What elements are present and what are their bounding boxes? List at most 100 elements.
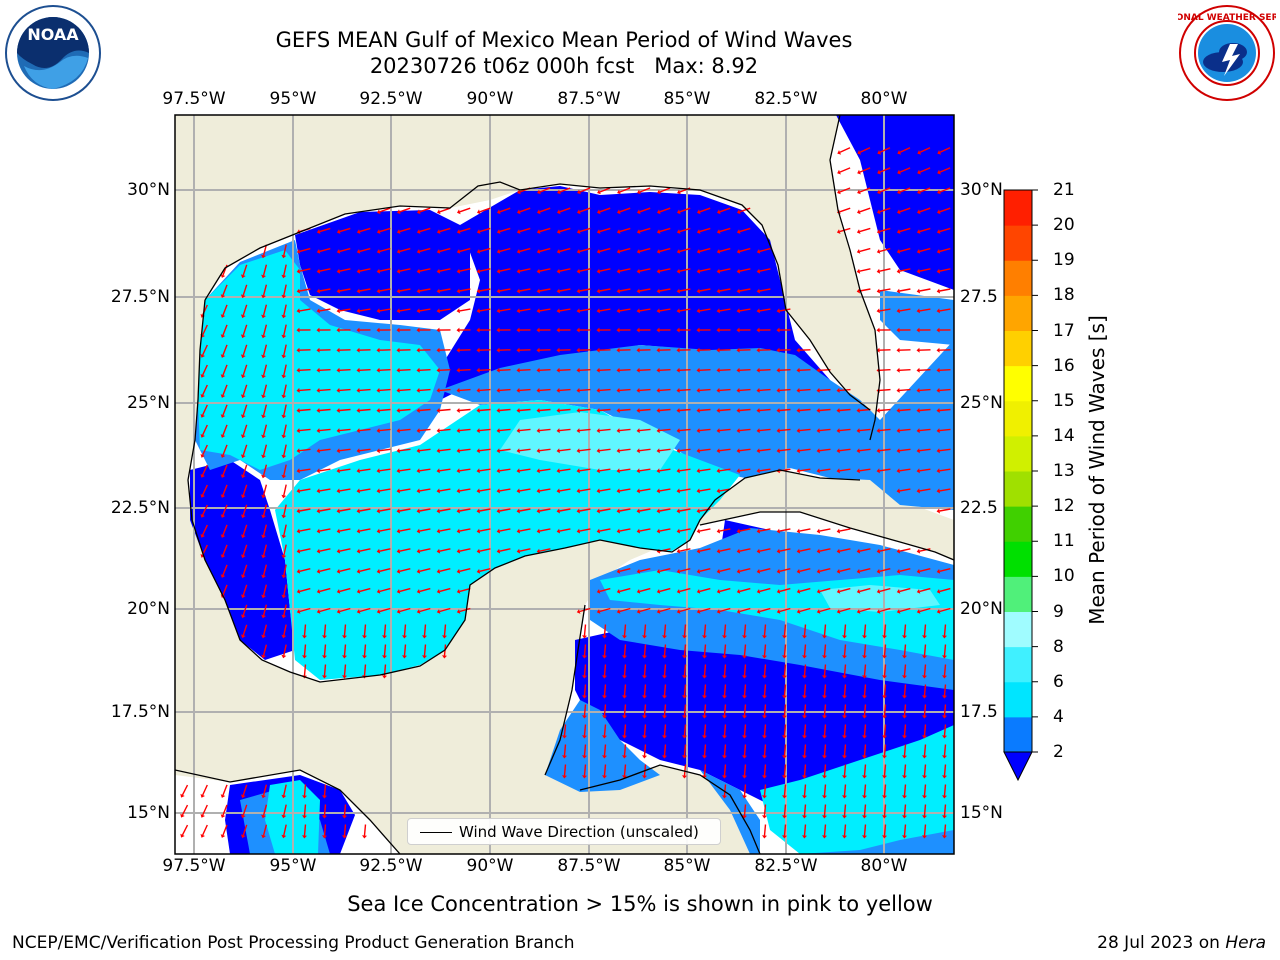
wave-arrow-head xyxy=(656,568,661,574)
wave-arrow-head xyxy=(576,387,580,393)
wave-arrow-shaft xyxy=(879,587,891,593)
wave-arrow-shaft xyxy=(262,364,268,376)
wave-arrow-head xyxy=(842,735,847,739)
wave-arrow-shaft xyxy=(639,388,651,392)
wave-arrow-shaft xyxy=(479,568,491,572)
wave-arrow-shaft xyxy=(359,528,371,532)
wave-arrow-head xyxy=(636,589,641,594)
wave-arrow-head xyxy=(536,268,541,274)
wave-arrow-head xyxy=(682,735,687,739)
wave-arrow-shaft xyxy=(943,744,947,756)
wave-arrow-head xyxy=(676,249,681,254)
wave-arrow-head xyxy=(676,508,680,514)
wave-arrow-shaft xyxy=(823,664,827,676)
wave-arrow-head xyxy=(476,508,480,514)
wave-arrow-shaft xyxy=(919,428,931,432)
lon-label-top: 87.5°W xyxy=(557,89,621,109)
wave-arrow-head xyxy=(776,589,781,594)
wave-arrow-shaft xyxy=(619,388,631,392)
wave-arrow-shaft xyxy=(819,587,831,593)
wave-arrow-shaft xyxy=(599,448,611,452)
wave-arrow-shaft xyxy=(379,548,391,552)
wave-arrow-shaft xyxy=(399,587,411,593)
wave-arrow-head xyxy=(642,715,647,719)
wave-arrow-shaft xyxy=(919,187,931,193)
wave-arrow-head xyxy=(616,249,621,254)
wave-arrow-shaft xyxy=(202,524,208,536)
wave-arrow-shaft xyxy=(419,408,431,412)
wave-arrow-head xyxy=(936,327,940,333)
wave-arrow-head xyxy=(942,635,947,639)
wave-arrow-head xyxy=(882,635,887,639)
wave-arrow-head xyxy=(876,428,880,434)
wave-arrow-head xyxy=(916,468,920,474)
colorbar-segment xyxy=(1004,260,1032,296)
wave-arrow-head xyxy=(376,327,380,333)
wave-arrow-shaft xyxy=(819,428,831,432)
wave-arrow-head xyxy=(936,408,940,413)
wave-arrow-shaft xyxy=(559,528,571,532)
wave-arrow-shaft xyxy=(683,704,687,716)
wave-arrow-head xyxy=(657,189,661,195)
wave-arrow-head xyxy=(220,314,226,318)
wave-arrow-shaft xyxy=(819,448,831,452)
wave-arrow-head xyxy=(716,548,721,554)
wave-arrow-shaft xyxy=(262,424,268,436)
wave-arrow-shaft xyxy=(639,468,651,472)
wave-arrow-head xyxy=(636,327,640,333)
colorbar-tick-label: 20 xyxy=(1053,215,1075,236)
wave-arrow-head xyxy=(896,589,901,594)
wave-arrow-head xyxy=(536,327,540,333)
wave-arrow-shaft xyxy=(703,664,707,676)
wave-arrow-head xyxy=(302,795,307,799)
wave-arrow-head xyxy=(696,268,701,274)
wave-arrow-shaft xyxy=(359,247,371,253)
wave-arrow-head xyxy=(862,735,867,739)
wave-arrow-head xyxy=(261,254,266,259)
wave-arrow-shaft xyxy=(563,764,567,776)
wave-arrow-shaft xyxy=(779,568,791,572)
wave-arrow-shaft xyxy=(799,369,811,371)
wave-arrow-head xyxy=(416,327,420,333)
wave-arrow-shaft xyxy=(863,724,867,736)
wave-arrow-head xyxy=(261,514,266,519)
wave-arrow-shaft xyxy=(663,704,667,716)
wave-arrow-head xyxy=(536,468,540,474)
wave-arrow-head xyxy=(576,609,581,614)
wave-arrow-shaft xyxy=(363,664,367,676)
wave-arrow-shaft xyxy=(539,428,551,432)
wave-arrow-shaft xyxy=(579,369,591,371)
legend-text: Wind Wave Direction (unscaled) xyxy=(459,823,699,841)
wave-arrow-head xyxy=(516,528,521,534)
wave-arrow-shaft xyxy=(319,308,331,312)
wave-arrow-shaft xyxy=(703,764,707,776)
wave-arrow-shaft xyxy=(439,488,451,492)
wave-arrow-head xyxy=(261,614,266,619)
wave-arrow-shaft xyxy=(679,227,691,233)
wave-arrow-head xyxy=(916,367,920,373)
wave-arrow-head xyxy=(696,387,700,393)
wave-arrow-head xyxy=(822,635,827,639)
wave-arrow-shaft xyxy=(359,268,371,272)
wave-arrow-shaft xyxy=(559,288,571,292)
wave-arrow-head xyxy=(656,229,661,234)
wave-arrow-head xyxy=(476,347,480,353)
wave-arrow-head xyxy=(240,294,246,299)
map-title: GEFS MEAN Gulf of Mexico Mean Period of … xyxy=(275,28,853,52)
wave-arrow-shaft xyxy=(319,247,331,253)
wave-arrow-head xyxy=(220,554,226,558)
wave-arrow-shaft xyxy=(699,408,711,412)
wave-arrow-head xyxy=(682,675,687,679)
wave-arrow-shaft xyxy=(379,388,391,392)
wave-arrow-head xyxy=(582,735,587,739)
wave-arrow-shaft xyxy=(859,607,871,613)
wave-arrow-head xyxy=(316,548,321,554)
wave-arrow-head xyxy=(536,249,541,254)
lat-label-left: 20°N xyxy=(127,599,170,619)
wave-arrow-head xyxy=(376,308,380,314)
wave-arrow-head xyxy=(322,655,327,659)
wave-arrow-shaft xyxy=(283,324,287,336)
wave-arrow-shaft xyxy=(583,764,587,776)
wave-arrow-shaft xyxy=(343,824,347,836)
wave-arrow-head xyxy=(736,229,741,234)
